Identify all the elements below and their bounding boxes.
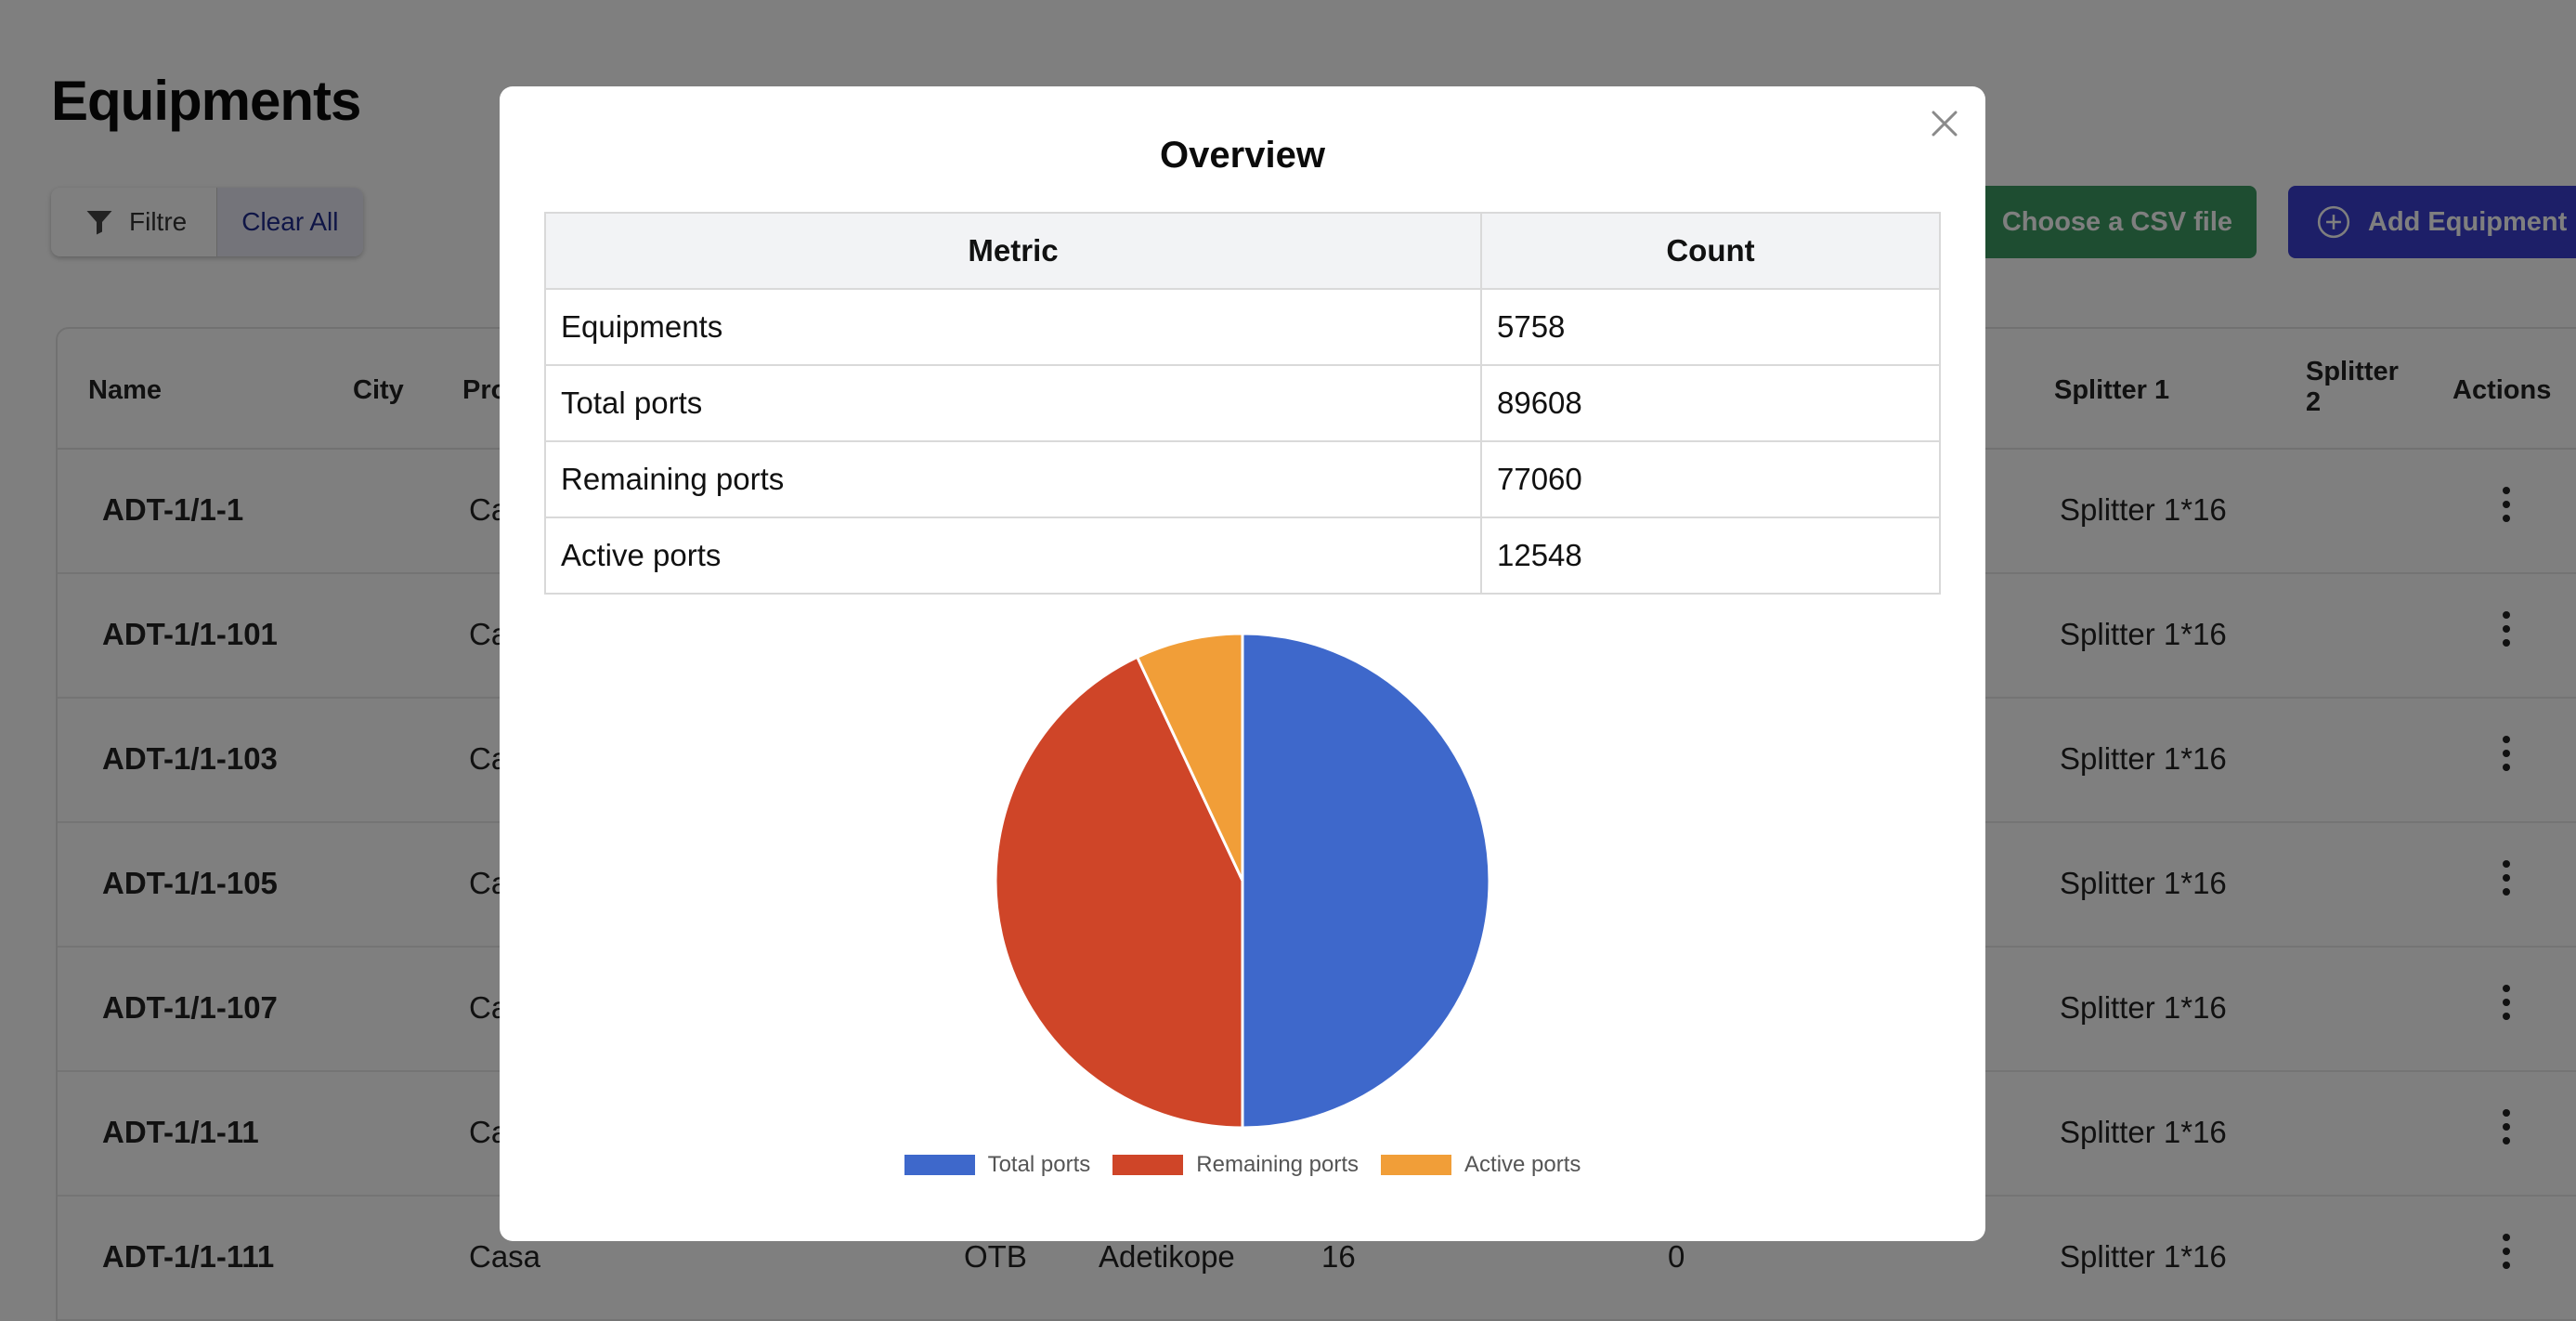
- chart-legend: Total ports Remaining ports Active ports: [500, 1152, 1985, 1178]
- pie-slice-remaining-ports[interactable]: [994, 655, 1244, 1130]
- count-column-header: Count: [1480, 212, 1941, 290]
- metric-count: 77060: [1480, 440, 1941, 518]
- legend-swatch: [1381, 1155, 1452, 1175]
- pie-slice-total-ports[interactable]: [1241, 634, 1491, 1130]
- metric-count: 5758: [1480, 288, 1941, 366]
- legend-item[interactable]: Total ports: [904, 1152, 1091, 1178]
- legend-label: Total ports: [987, 1152, 1091, 1177]
- metrics-table: Metric Count Equipments 5758 Total ports…: [544, 212, 1941, 595]
- legend-item[interactable]: Remaining ports: [1112, 1152, 1359, 1178]
- legend-swatch: [904, 1155, 975, 1175]
- pie-chart: [500, 634, 1985, 1192]
- metric-count: 12548: [1480, 517, 1941, 595]
- pie-chart-svg: [994, 634, 1491, 1130]
- pie-slice-active-ports[interactable]: [1135, 634, 1244, 882]
- metric-row: Active ports 12548: [544, 517, 1941, 595]
- metric-name: Remaining ports: [544, 440, 1482, 518]
- metric-count: 89608: [1480, 364, 1941, 442]
- metric-name: Active ports: [544, 517, 1482, 595]
- metric-column-header: Metric: [544, 212, 1482, 290]
- metric-row: Remaining ports 77060: [544, 440, 1941, 518]
- legend-label: Remaining ports: [1196, 1152, 1360, 1177]
- metric-name: Equipments: [544, 288, 1482, 366]
- metric-name: Total ports: [544, 364, 1482, 442]
- overview-modal: Overview Metric Count Equipments 5758 To…: [500, 86, 1985, 1241]
- metric-row: Equipments 5758: [544, 288, 1941, 366]
- legend-swatch: [1112, 1155, 1184, 1175]
- legend-label: Active ports: [1464, 1152, 1581, 1177]
- legend-item[interactable]: Active ports: [1381, 1152, 1581, 1178]
- modal-title: Overview: [1160, 135, 1325, 176]
- close-icon[interactable]: [1926, 105, 1963, 142]
- metric-row: Total ports 89608: [544, 364, 1941, 442]
